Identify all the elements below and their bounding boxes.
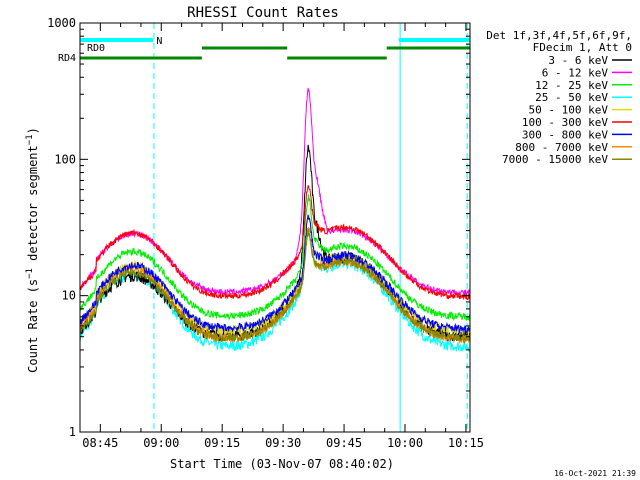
- plot-frame: [79, 22, 471, 433]
- chart-title: RHESSI Count Rates: [187, 5, 339, 21]
- x-tick-label: 09:45: [326, 436, 362, 450]
- x-axis-label: Start Time (03-Nov-07 08:40:02): [170, 457, 394, 471]
- y-tick-label: 1000: [47, 16, 76, 30]
- legend-label: 7000 - 15000 keV: [502, 153, 608, 166]
- x-tick-label: 09:00: [143, 436, 179, 450]
- axes: RD4 1 10 100 1000 08:45 09:00 09:15 09:30 09:45 10…: [47, 16, 484, 450]
- legend-header-line-2: FDecim 1, Att 0: [533, 41, 632, 54]
- x-tick-label: 09:15: [204, 436, 240, 450]
- legend-label: 25 - 50 keV: [535, 91, 608, 104]
- x-tick-label: 09:30: [265, 436, 301, 450]
- x-tick-label: 10:00: [387, 436, 423, 450]
- flag-label-rd4: RD4: [58, 53, 76, 64]
- timestamp: 16-Oct-2021 21:39: [554, 469, 636, 478]
- series-line: [79, 227, 471, 353]
- legend-label: 12 - 25 keV: [535, 79, 608, 92]
- legend: Det 1f,3f,4f,5f,6f,9f, FDecim 1, Att 0 3…: [486, 29, 632, 166]
- legend-label: 800 - 7000 keV: [515, 141, 608, 154]
- y-tick-label: 1: [69, 425, 76, 439]
- legend-label: 50 - 100 keV: [529, 104, 609, 117]
- series-line: [79, 194, 471, 322]
- legend-label: 3 - 6 keV: [548, 54, 608, 67]
- plot-area: N RD0: [79, 23, 471, 432]
- series-line: [80, 214, 471, 336]
- y-axis-label: Count Rate (s−1 detector segment−1): [25, 127, 40, 373]
- flag-label-n: N: [156, 36, 162, 47]
- legend-label: 100 - 300 keV: [522, 116, 608, 129]
- x-tick-label: 10:15: [448, 436, 484, 450]
- flag-label-rd0: RD0: [87, 43, 105, 54]
- y-tick-label: 10: [62, 289, 76, 303]
- legend-header-line-1: Det 1f,3f,4f,5f,6f,9f,: [486, 29, 632, 42]
- legend-label: 300 - 800 keV: [522, 128, 608, 141]
- series-line: [79, 214, 471, 334]
- series-line: [79, 228, 471, 345]
- series-line: [79, 185, 471, 301]
- legend-label: 6 - 12 keV: [542, 66, 609, 79]
- x-tick-label: 08:45: [82, 436, 118, 450]
- y-tick-label: 100: [54, 152, 76, 166]
